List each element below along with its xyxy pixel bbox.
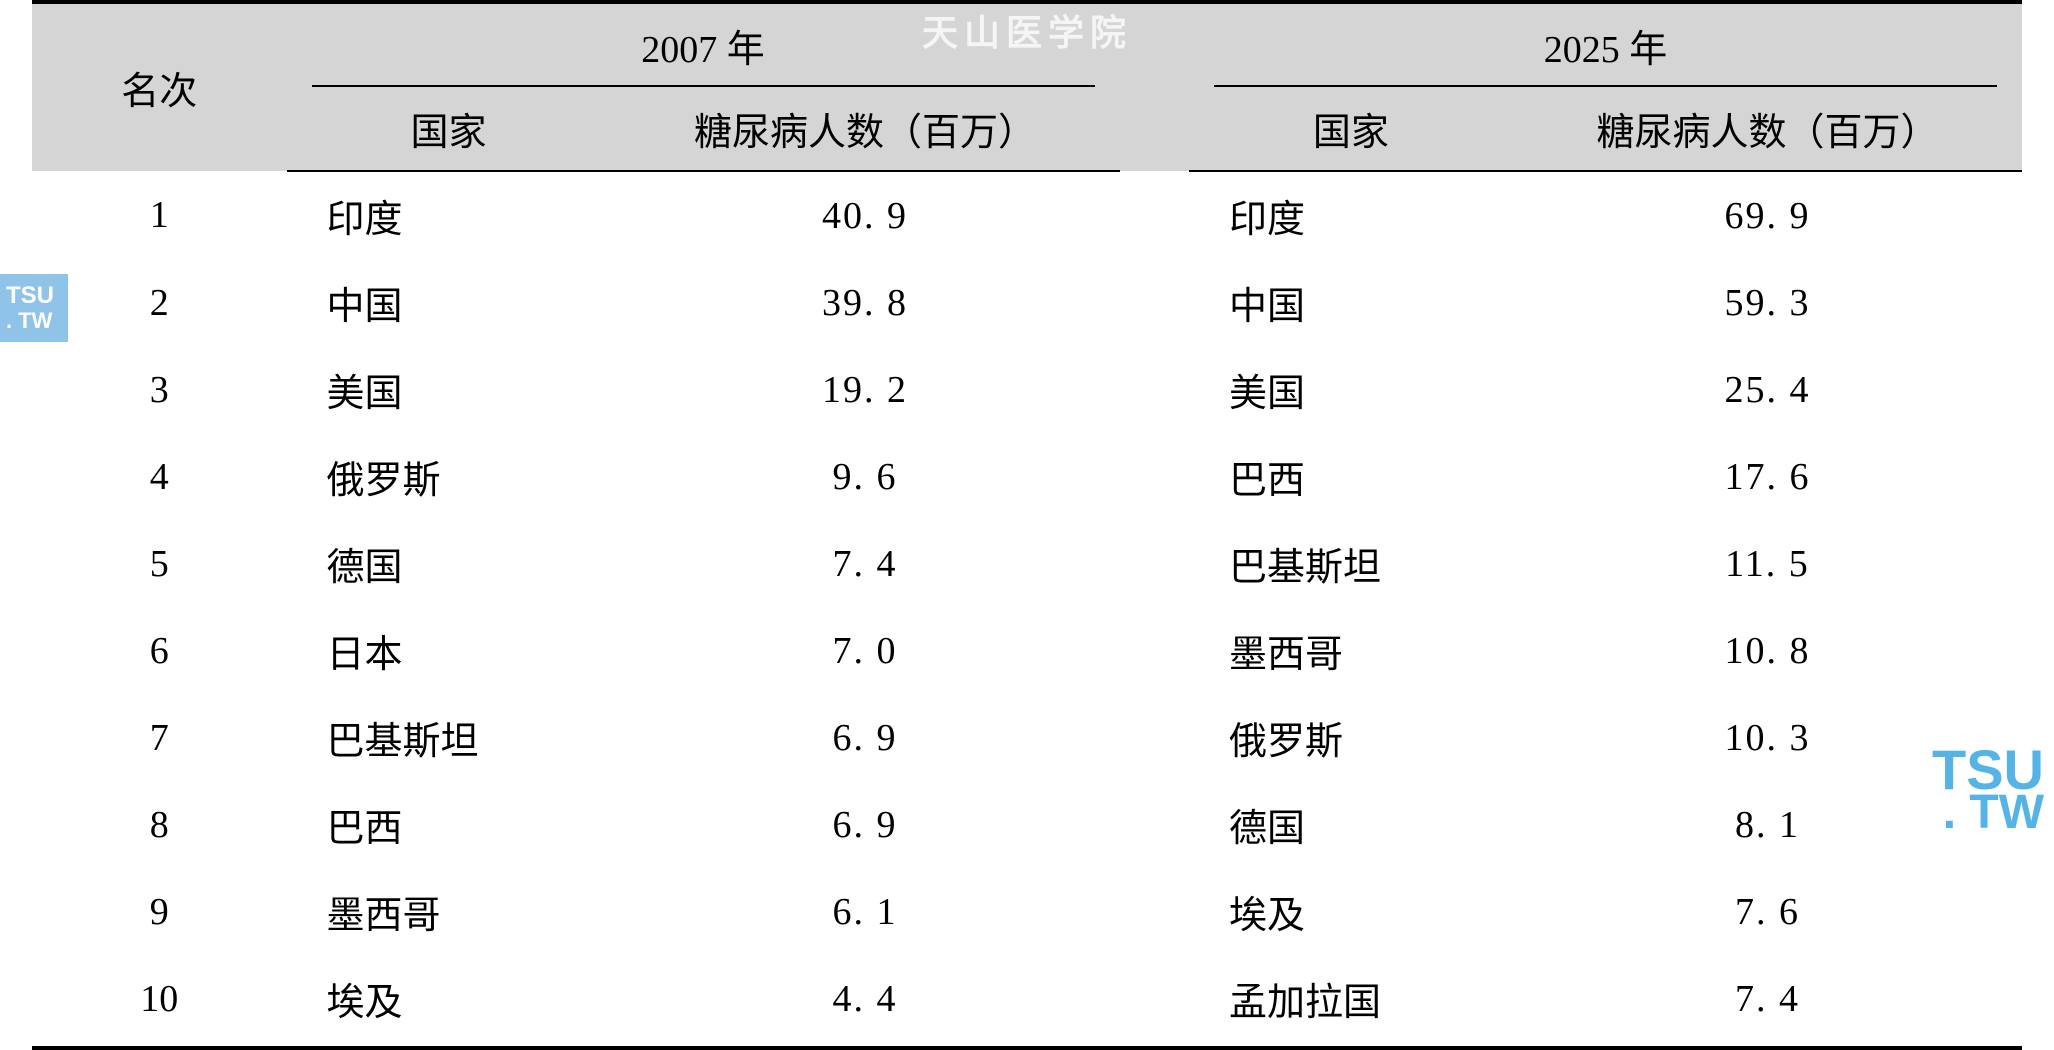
cell-count-2007: 19. 2 bbox=[610, 346, 1119, 433]
cell-count-2007: 40. 9 bbox=[610, 171, 1119, 259]
header-gap bbox=[1120, 2, 1189, 171]
cell-country-2007: 中国 bbox=[287, 259, 611, 346]
cell-country-2007: 美国 bbox=[287, 346, 611, 433]
table-row: 1 印度 40. 9 印度 69. 9 bbox=[32, 171, 2022, 259]
cell-count-2007: 6. 9 bbox=[610, 781, 1119, 868]
cell-count-2025: 10. 8 bbox=[1513, 607, 2022, 694]
header-count-2025: 糖尿病人数（百万） bbox=[1513, 87, 2022, 171]
cell-rank: 10 bbox=[32, 955, 287, 1048]
cell-country-2007: 巴基斯坦 bbox=[287, 694, 611, 781]
table-body: 1 印度 40. 9 印度 69. 9 2 中国 39. 8 中国 59. 3 … bbox=[32, 171, 2022, 1048]
cell-count-2007: 6. 1 bbox=[610, 868, 1119, 955]
cell-country-2025: 埃及 bbox=[1189, 868, 1513, 955]
cell-country-2025: 美国 bbox=[1189, 346, 1513, 433]
header-year-2007-text: 2007 年 bbox=[641, 29, 765, 71]
table-row: 9 墨西哥 6. 1 埃及 7. 6 bbox=[32, 868, 2022, 955]
cell-country-2007: 墨西哥 bbox=[287, 868, 611, 955]
diabetes-table: 名次 2007 年 2025 年 国家 糖尿病人数（百万） 国家 糖尿病人数（百… bbox=[32, 0, 2022, 1050]
cell-country-2007: 俄罗斯 bbox=[287, 433, 611, 520]
header-year-2025: 2025 年 bbox=[1189, 2, 2022, 87]
cell-count-2025: 25. 4 bbox=[1513, 346, 2022, 433]
cell-gap bbox=[1120, 433, 1189, 520]
cell-rank: 5 bbox=[32, 520, 287, 607]
cell-gap bbox=[1120, 868, 1189, 955]
header-year-2025-text: 2025 年 bbox=[1544, 29, 1668, 71]
cell-rank: 7 bbox=[32, 694, 287, 781]
cell-country-2025: 印度 bbox=[1189, 171, 1513, 259]
cell-gap bbox=[1120, 694, 1189, 781]
cell-gap bbox=[1120, 346, 1189, 433]
cell-country-2007: 日本 bbox=[287, 607, 611, 694]
header-country-2025: 国家 bbox=[1189, 87, 1513, 171]
cell-count-2025: 10. 3 bbox=[1513, 694, 2022, 781]
header-year-2007: 2007 年 bbox=[287, 2, 1120, 87]
table-row: 7 巴基斯坦 6. 9 俄罗斯 10. 3 bbox=[32, 694, 2022, 781]
cell-count-2007: 4. 4 bbox=[610, 955, 1119, 1048]
cell-gap bbox=[1120, 781, 1189, 868]
cell-country-2025: 巴西 bbox=[1189, 433, 1513, 520]
table-row: 2 中国 39. 8 中国 59. 3 bbox=[32, 259, 2022, 346]
cell-country-2007: 印度 bbox=[287, 171, 611, 259]
cell-country-2025: 俄罗斯 bbox=[1189, 694, 1513, 781]
cell-count-2007: 9. 6 bbox=[610, 433, 1119, 520]
cell-count-2007: 7. 0 bbox=[610, 607, 1119, 694]
cell-count-2025: 59. 3 bbox=[1513, 259, 2022, 346]
cell-rank: 4 bbox=[32, 433, 287, 520]
table-row: 3 美国 19. 2 美国 25. 4 bbox=[32, 346, 2022, 433]
cell-count-2025: 7. 6 bbox=[1513, 868, 2022, 955]
cell-country-2025: 孟加拉国 bbox=[1189, 955, 1513, 1048]
cell-country-2025: 德国 bbox=[1189, 781, 1513, 868]
table-row: 5 德国 7. 4 巴基斯坦 11. 5 bbox=[32, 520, 2022, 607]
cell-country-2025: 墨西哥 bbox=[1189, 607, 1513, 694]
table-row: 4 俄罗斯 9. 6 巴西 17. 6 bbox=[32, 433, 2022, 520]
table-container: 名次 2007 年 2025 年 国家 糖尿病人数（百万） 国家 糖尿病人数（百… bbox=[0, 0, 2054, 1050]
header-country-2007: 国家 bbox=[287, 87, 611, 171]
cell-rank: 9 bbox=[32, 868, 287, 955]
cell-count-2007: 6. 9 bbox=[610, 694, 1119, 781]
cell-gap bbox=[1120, 259, 1189, 346]
cell-country-2025: 巴基斯坦 bbox=[1189, 520, 1513, 607]
cell-count-2025: 17. 6 bbox=[1513, 433, 2022, 520]
cell-rank: 3 bbox=[32, 346, 287, 433]
cell-rank: 2 bbox=[32, 259, 287, 346]
cell-rank: 6 bbox=[32, 607, 287, 694]
cell-count-2007: 39. 8 bbox=[610, 259, 1119, 346]
cell-country-2007: 埃及 bbox=[287, 955, 611, 1048]
header-count-2007: 糖尿病人数（百万） bbox=[610, 87, 1119, 171]
cell-count-2025: 11. 5 bbox=[1513, 520, 2022, 607]
cell-country-2007: 德国 bbox=[287, 520, 611, 607]
cell-gap bbox=[1120, 955, 1189, 1048]
cell-country-2007: 巴西 bbox=[287, 781, 611, 868]
table-row: 6 日本 7. 0 墨西哥 10. 8 bbox=[32, 607, 2022, 694]
cell-gap bbox=[1120, 520, 1189, 607]
cell-country-2025: 中国 bbox=[1189, 259, 1513, 346]
cell-rank: 1 bbox=[32, 171, 287, 259]
cell-rank: 8 bbox=[32, 781, 287, 868]
cell-gap bbox=[1120, 171, 1189, 259]
cell-count-2007: 7. 4 bbox=[610, 520, 1119, 607]
cell-count-2025: 8. 1 bbox=[1513, 781, 2022, 868]
cell-gap bbox=[1120, 607, 1189, 694]
table-row: 10 埃及 4. 4 孟加拉国 7. 4 bbox=[32, 955, 2022, 1048]
cell-count-2025: 7. 4 bbox=[1513, 955, 2022, 1048]
header-rank: 名次 bbox=[32, 2, 287, 171]
cell-count-2025: 69. 9 bbox=[1513, 171, 2022, 259]
table-row: 8 巴西 6. 9 德国 8. 1 bbox=[32, 781, 2022, 868]
